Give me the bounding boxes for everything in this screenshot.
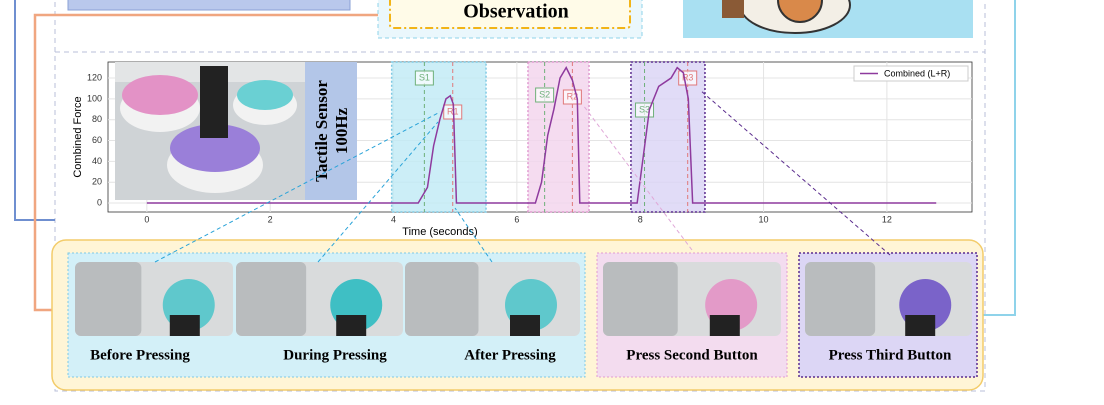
sensor-label-box <box>305 62 357 200</box>
frame-left <box>236 262 307 336</box>
x-tick-label: 6 <box>514 214 519 224</box>
frame-label: During Pressing <box>283 347 387 363</box>
frame-gripper <box>709 315 740 336</box>
legend-box <box>853 65 969 82</box>
frame-gripper <box>905 315 936 336</box>
frame-gripper <box>169 315 200 336</box>
frame-left <box>603 262 678 336</box>
connector <box>14 0 55 221</box>
event-label: R1 <box>447 106 459 116</box>
top-left-box <box>67 0 351 11</box>
event-tag <box>414 70 434 86</box>
x-tick-label: 2 <box>268 214 273 224</box>
connector <box>33 13 385 312</box>
x-tick-label: 8 <box>638 214 643 224</box>
purple-button <box>170 124 260 172</box>
sensor-label: Tactile Sensor <box>312 80 331 182</box>
observation-label: Observation <box>463 1 569 23</box>
y-tick-label: 100 <box>87 93 102 103</box>
frame-gripper <box>510 315 540 336</box>
legend-label: Combined (L+R) <box>884 68 950 78</box>
x-tick-label: 0 <box>144 214 149 224</box>
event-tag <box>535 87 555 103</box>
y-axis-label: Combined Force <box>72 96 84 177</box>
arrow <box>454 207 493 263</box>
y-tick-label: 80 <box>92 114 102 124</box>
y-tick-label: 40 <box>92 156 102 166</box>
y-tick-label: 20 <box>92 177 102 187</box>
frame-label: Press Second Button <box>626 347 758 363</box>
data-line <box>146 66 937 204</box>
event-label: R3 <box>682 72 694 82</box>
arrows <box>154 89 891 263</box>
frame-label: Before Pressing <box>90 347 190 363</box>
arrow <box>317 121 439 263</box>
arrow <box>154 111 441 263</box>
event-label: R2 <box>567 91 579 101</box>
x-tick-label: 10 <box>759 214 769 224</box>
frame-label: Press Third Button <box>829 347 952 363</box>
x-axis-label: Time (seconds) <box>402 226 477 238</box>
teal-button <box>237 80 293 110</box>
gripper <box>200 66 228 138</box>
pink-button <box>122 75 198 115</box>
event-label: S3 <box>639 104 650 114</box>
frame-left <box>405 262 479 336</box>
sensor-label: 100Hz <box>332 107 351 154</box>
x-tick-label: 4 <box>391 214 396 224</box>
event-label: S2 <box>539 89 550 99</box>
frame-left <box>75 262 142 336</box>
snail-shell <box>777 0 823 23</box>
event-label: S1 <box>419 72 430 82</box>
arrow <box>582 104 693 251</box>
highlight-region <box>390 61 487 213</box>
y-tick-label: 120 <box>87 72 102 82</box>
frame-gripper <box>336 315 367 336</box>
y-tick-label: 0 <box>97 197 102 207</box>
x-tick-label: 12 <box>882 214 892 224</box>
connector <box>978 0 1016 316</box>
y-tick-label: 60 <box>92 135 102 145</box>
observation-box <box>389 0 631 29</box>
snail-detail <box>722 0 744 18</box>
frame-left <box>805 262 876 336</box>
outer-frame <box>54 0 986 392</box>
frame-label: After Pressing <box>464 347 556 363</box>
